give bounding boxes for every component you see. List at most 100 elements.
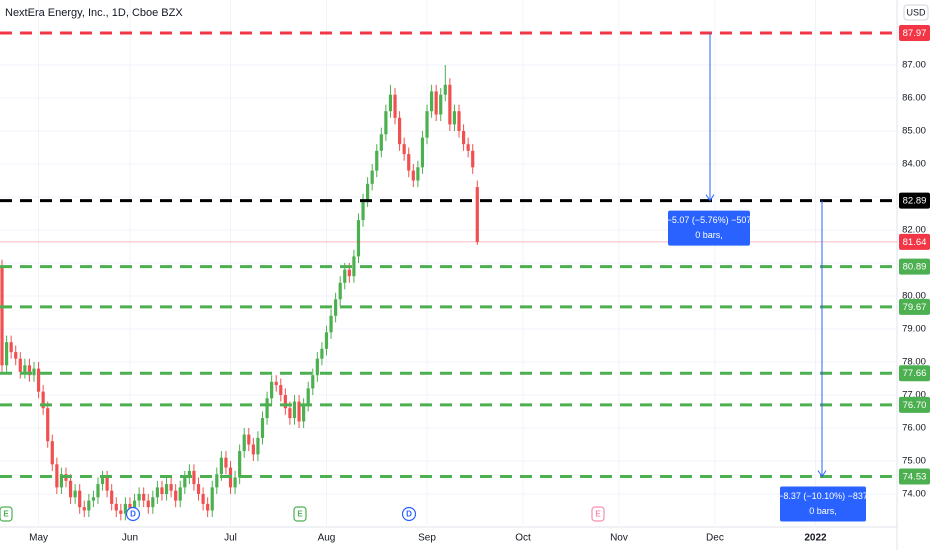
x-tick-label: May (29, 533, 48, 544)
event-marker[interactable] (591, 506, 605, 522)
candle-body (233, 477, 237, 488)
candle-body (224, 457, 228, 468)
candle-body (370, 170, 374, 184)
price-label-box (899, 298, 930, 315)
candle-body (279, 385, 283, 395)
candle-body (471, 150, 475, 168)
y-tick-label: 82.00 (902, 225, 926, 236)
y-tick-label: 86.00 (902, 93, 926, 104)
candle-body (23, 365, 27, 372)
candle-body (439, 94, 443, 115)
price-label-box (899, 192, 930, 209)
candle-body (466, 144, 470, 151)
measure-text: 0 bars, (695, 230, 723, 240)
candle-body (18, 358, 22, 372)
candle-body (146, 500, 150, 508)
candle-body (78, 490, 82, 508)
candle-body (306, 388, 310, 405)
price-label-box (899, 468, 930, 485)
candle-body (123, 503, 128, 514)
event-marker[interactable] (401, 506, 417, 522)
candle-body (429, 91, 434, 112)
candle-body (187, 470, 191, 478)
y-tick-label: 77.00 (902, 390, 926, 401)
x-tick-label: Oct (515, 533, 531, 544)
measure-box (668, 210, 750, 246)
candle-body (398, 117, 402, 145)
candle-body (82, 507, 86, 511)
candle-body (219, 457, 223, 475)
candle-body (251, 444, 255, 455)
candle-body (105, 477, 109, 491)
plot-area: −5.07 (−5.76%) −507 0 bars, −8.37 (−10.10%… (0, 31, 897, 522)
event-label: E (595, 510, 601, 519)
y-tick-label: 84.00 (902, 159, 926, 170)
candle-body (55, 464, 59, 488)
price-label: 80.89 (903, 262, 927, 273)
candle-body (448, 84, 452, 125)
candle-body (73, 490, 77, 498)
candle-body (388, 94, 393, 112)
price-label-box (899, 396, 930, 413)
candle-body (169, 484, 173, 491)
candle-body (160, 487, 164, 494)
candle-body (343, 269, 347, 283)
axes: 74.0075.0076.0077.0078.0079.0080.0081.00… (29, 24, 930, 544)
candle-body (302, 404, 306, 422)
arrow-head (705, 194, 715, 202)
price-label-box (899, 258, 930, 275)
candle-body (4, 342, 9, 366)
candle-body (334, 299, 338, 316)
candle-body (247, 434, 251, 445)
candle-body (329, 315, 333, 333)
candle-body (256, 437, 260, 455)
x-tick-label: Sep (418, 533, 436, 544)
price-label: 74.53 (903, 472, 927, 483)
candle-body (206, 503, 210, 511)
y-tick-label: 74.00 (902, 488, 926, 499)
y-tick-label: 80.00 (902, 291, 926, 302)
candle-body (292, 401, 297, 419)
candle-body (100, 477, 105, 485)
candle-body (379, 134, 383, 151)
event-label: E (297, 510, 303, 519)
candle-body (402, 144, 406, 155)
event-marker[interactable] (125, 506, 141, 522)
arrow-head (817, 470, 827, 478)
candle-body (215, 474, 219, 488)
price-label: 79.67 (903, 302, 927, 313)
candle-body (324, 332, 329, 349)
y-tick-label: 76.00 (902, 423, 926, 434)
candle-body (178, 487, 182, 501)
candle-body (311, 375, 315, 389)
candle-body (443, 84, 447, 95)
currency-box[interactable] (903, 4, 929, 21)
candle-body (59, 474, 64, 488)
price-label: 82.89 (903, 196, 927, 207)
candle-body (457, 111, 461, 132)
event-marker[interactable] (0, 506, 13, 522)
y-tick-label: 78.00 (902, 357, 926, 368)
candle-body (210, 487, 214, 511)
candle-body (0, 266, 4, 366)
price-label: 87.97 (903, 28, 927, 39)
candle-body (352, 256, 356, 277)
candle-body (425, 111, 429, 138)
chart-title: NextEra Energy, Inc., 1D, Cboe BZX (5, 7, 183, 19)
candle-body (119, 510, 123, 514)
candle-body (411, 170, 415, 181)
candle-body (407, 154, 411, 171)
candle-body (361, 200, 365, 221)
candle-body (41, 391, 45, 409)
event-label: D (406, 510, 412, 519)
candle-body (347, 269, 351, 277)
candle-body (137, 493, 141, 501)
event-marker[interactable] (293, 506, 307, 522)
x-tick-label: Dec (706, 533, 724, 544)
price-label: 76.70 (903, 400, 927, 411)
candle-body (338, 282, 342, 300)
price-label-box (899, 233, 930, 250)
measure-box (780, 486, 866, 522)
candle-body (461, 131, 466, 145)
